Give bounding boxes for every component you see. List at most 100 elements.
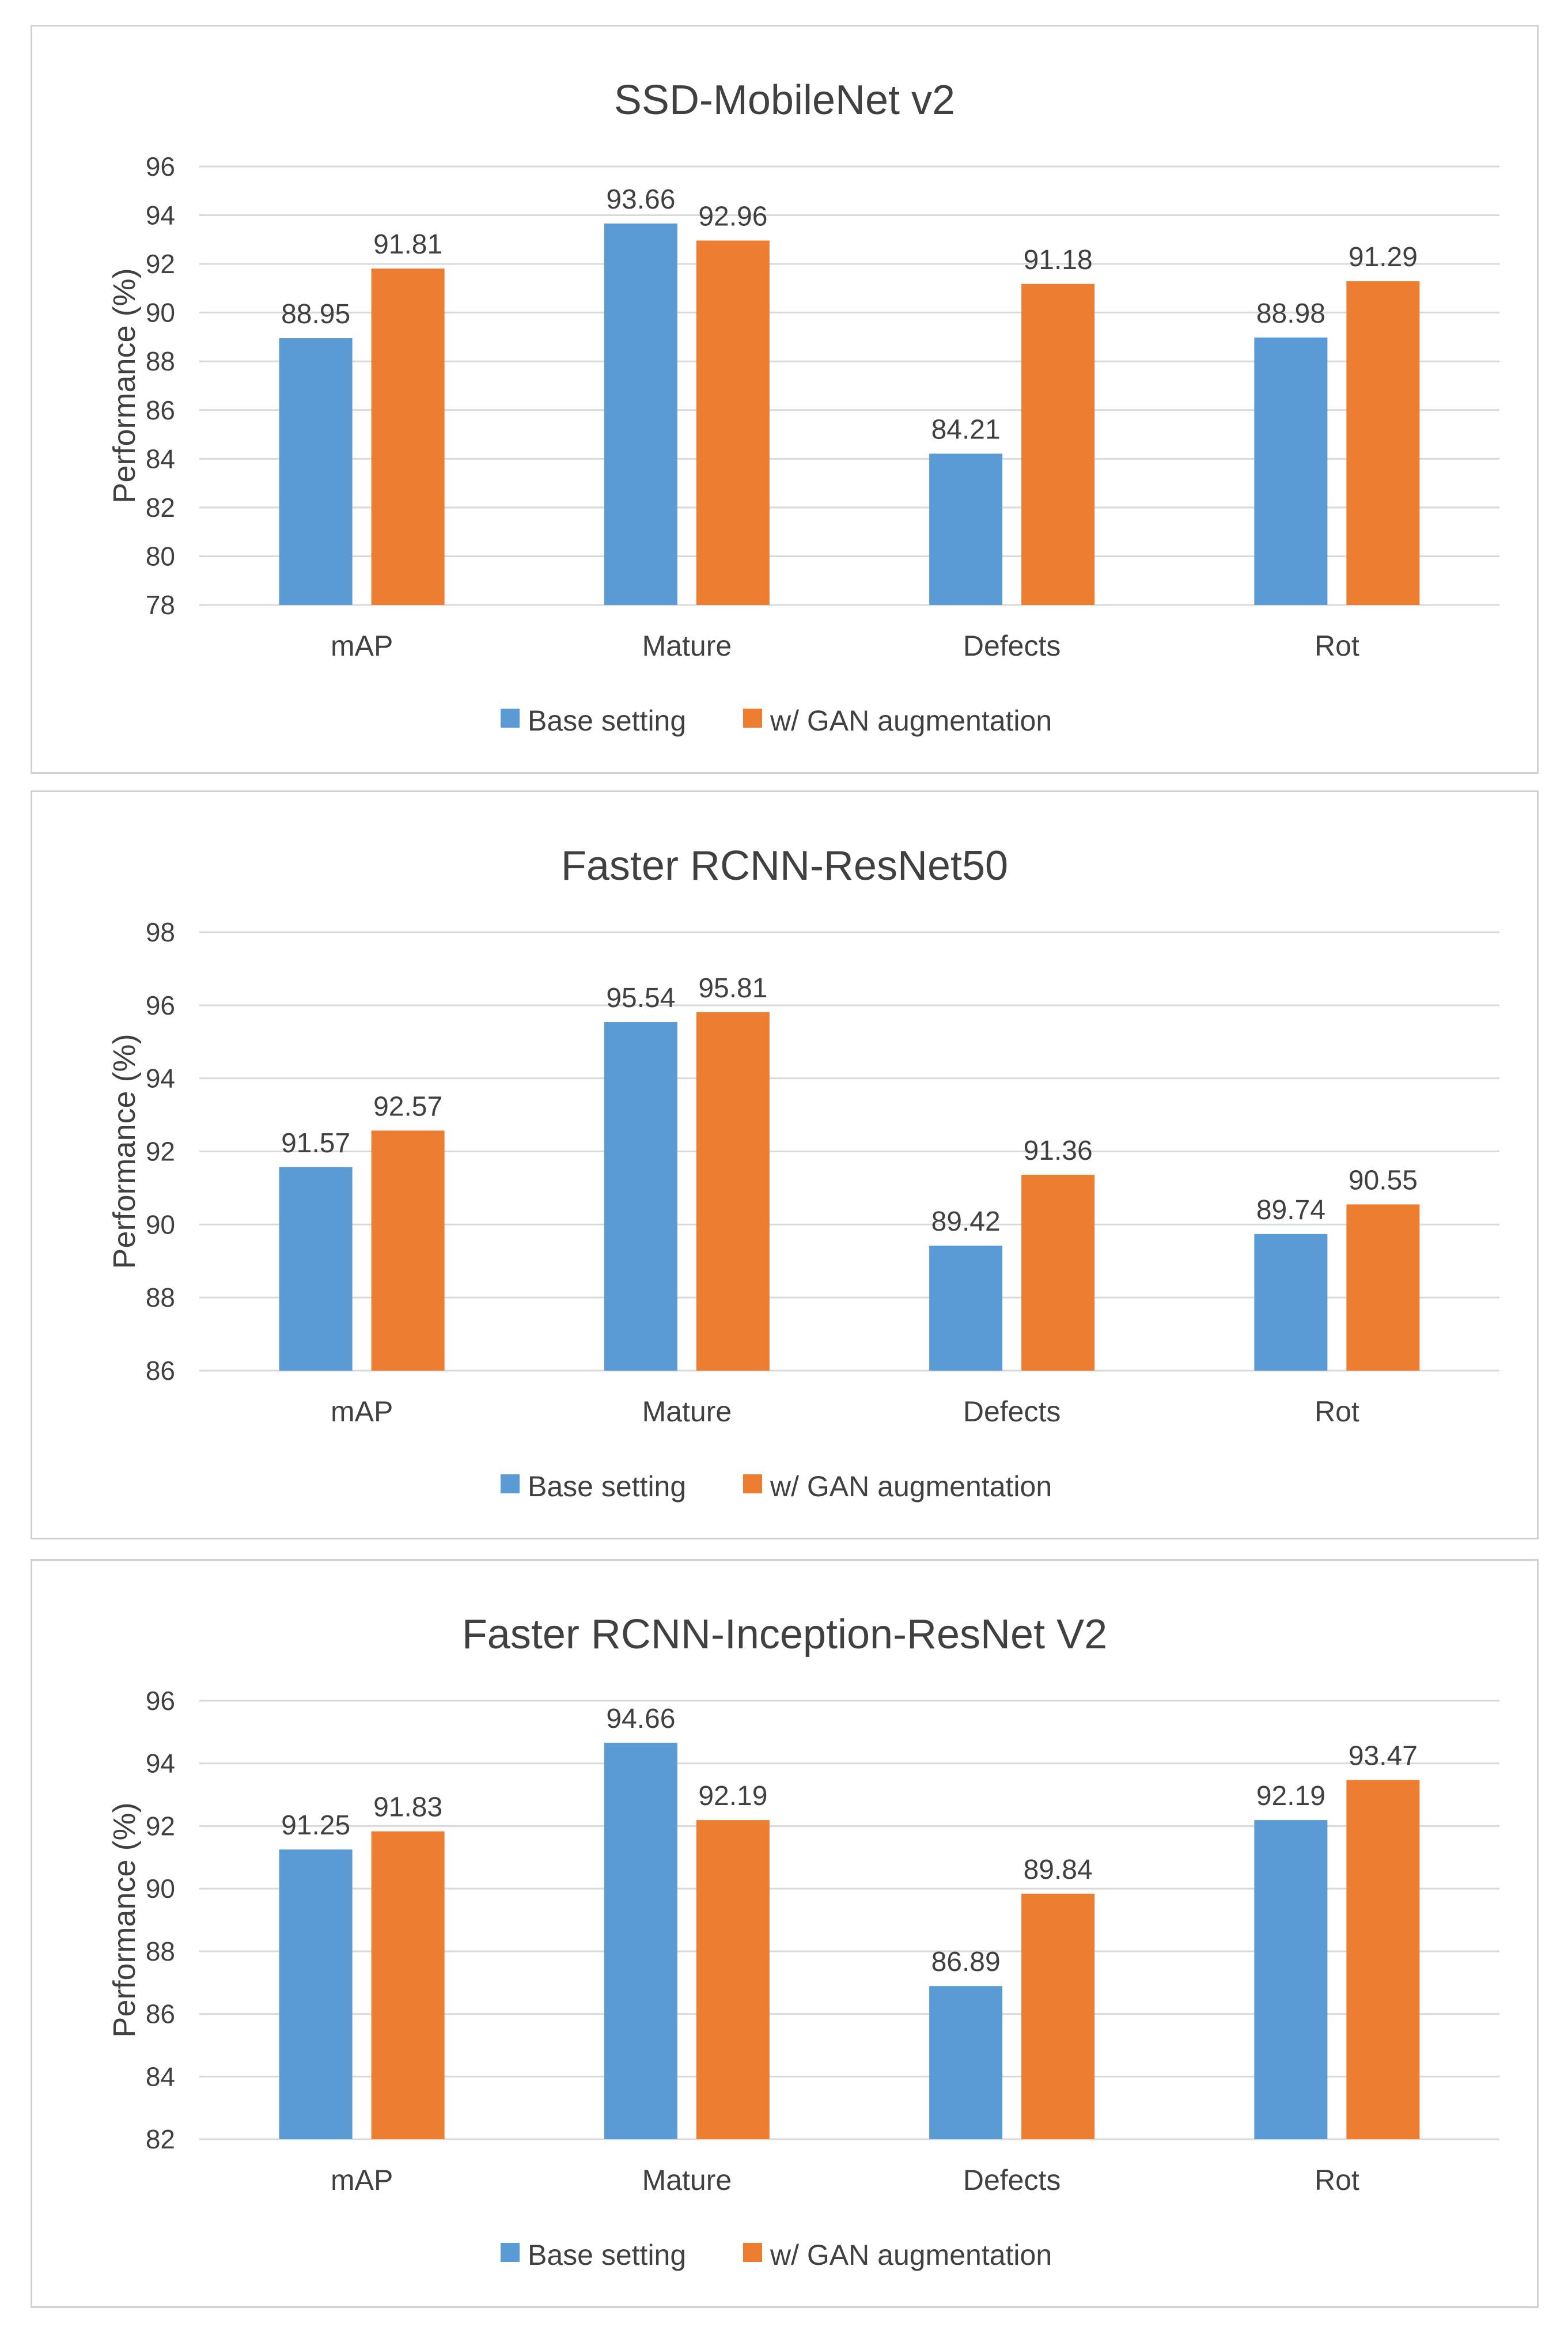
y-tick-label: 98 <box>146 917 175 947</box>
data-label: 86.89 <box>931 1947 1001 1977</box>
y-tick-label: 96 <box>146 152 175 181</box>
x-category-label: Rot <box>1315 630 1359 662</box>
bar-gan-augmentation <box>1021 1893 1095 2139</box>
data-label: 91.36 <box>1024 1136 1093 1166</box>
y-axis-label: Performance (%) <box>107 1034 142 1269</box>
bar-gan-augmentation <box>696 240 770 606</box>
legend-swatch-gan-augmentation <box>743 1474 762 1493</box>
data-label: 95.54 <box>606 983 675 1013</box>
data-label: 93.47 <box>1349 1741 1418 1772</box>
legend-label: Base setting <box>528 1470 686 1503</box>
x-category-label: mAP <box>331 630 393 662</box>
y-tick-label: 94 <box>146 1749 175 1779</box>
y-tick-label: 96 <box>146 990 175 1020</box>
y-tick-label: 90 <box>146 1874 175 1904</box>
legend-swatch-base-setting <box>501 709 520 728</box>
bar-base-setting <box>929 453 1003 605</box>
data-label: 92.19 <box>698 1781 767 1811</box>
x-category-label: Defects <box>963 2164 1061 2196</box>
bar-base-setting <box>604 1742 677 2139</box>
bar-gan-augmentation <box>696 1012 770 1371</box>
chart-panel: Faster RCNN-Inception-ResNet V2 82 84 86 88 9… <box>31 1559 1539 2308</box>
y-tick-label: 90 <box>146 298 175 328</box>
bar-base-setting <box>279 1167 353 1371</box>
y-axis-label: Performance (%) <box>107 268 142 503</box>
data-label: 91.29 <box>1349 242 1418 273</box>
bar-gan-augmentation <box>1021 1175 1095 1371</box>
data-label: 92.19 <box>1256 1781 1325 1811</box>
x-category-label: Defects <box>963 630 1061 662</box>
x-category-label: Rot <box>1315 2164 1359 2196</box>
legend-swatch-gan-augmentation <box>743 709 762 728</box>
y-tick-label: 94 <box>146 200 175 230</box>
legend-swatch-base-setting <box>501 2243 520 2262</box>
bar-base-setting <box>929 1246 1003 1371</box>
chart-panel: SSD-MobileNet v2 78 80 82 84 86 88 90 92 94 96 Perf… <box>31 25 1539 774</box>
chart-svg: Faster RCNN-Inception-ResNet V2 82 84 86 88 9… <box>107 1611 1499 2271</box>
data-label: 94.66 <box>606 1704 675 1734</box>
x-category-label: Rot <box>1315 1395 1359 1428</box>
x-category-label: mAP <box>331 1395 393 1428</box>
bar-gan-augmentation <box>371 268 445 605</box>
legend-swatch-base-setting <box>501 1474 520 1493</box>
y-tick-label: 82 <box>146 2124 175 2154</box>
chart-title: Faster RCNN-ResNet50 <box>561 843 1008 889</box>
bar-base-setting <box>1254 1820 1328 2139</box>
legend-label: w/ GAN augmentation <box>770 1470 1052 1503</box>
y-tick-label: 84 <box>146 2061 175 2091</box>
bar-base-setting <box>1254 1234 1328 1371</box>
bar-base-setting <box>604 223 677 605</box>
bar-base-setting <box>279 1849 353 2139</box>
data-label: 92.96 <box>698 202 767 232</box>
legend-label: Base setting <box>528 705 686 737</box>
data-label: 89.84 <box>1024 1855 1093 1885</box>
data-label: 95.81 <box>698 973 767 1004</box>
bar-gan-augmentation <box>1346 1204 1420 1371</box>
data-label: 93.66 <box>606 184 675 215</box>
y-tick-label: 88 <box>146 1936 175 1966</box>
legend-label: w/ GAN augmentation <box>770 2239 1052 2271</box>
x-category-label: mAP <box>331 2164 393 2196</box>
bar-gan-augmentation <box>696 1820 770 2139</box>
data-label: 89.42 <box>931 1206 1001 1237</box>
y-tick-label: 78 <box>146 590 175 620</box>
bar-gan-augmentation <box>1346 281 1420 606</box>
data-label: 88.98 <box>1256 298 1325 329</box>
y-tick-label: 86 <box>146 1999 175 2029</box>
bar-gan-augmentation <box>371 1831 445 2139</box>
legend-label: Base setting <box>528 2239 686 2271</box>
legend-label: w/ GAN augmentation <box>770 705 1052 737</box>
chart-svg: SSD-MobileNet v2 78 80 82 84 86 88 90 92 94 96 Perf… <box>107 77 1499 737</box>
y-tick-label: 88 <box>146 346 175 376</box>
data-label: 91.57 <box>281 1128 350 1159</box>
y-tick-label: 92 <box>146 1811 175 1841</box>
legend-swatch-gan-augmentation <box>743 2243 762 2262</box>
bar-base-setting <box>604 1022 677 1371</box>
y-axis-label: Performance (%) <box>107 1802 142 2037</box>
y-tick-label: 82 <box>146 493 175 523</box>
chart-title: Faster RCNN-Inception-ResNet V2 <box>462 1611 1107 1658</box>
y-tick-label: 88 <box>146 1282 175 1312</box>
data-label: 91.18 <box>1024 245 1093 275</box>
data-label: 89.74 <box>1256 1195 1325 1225</box>
x-category-label: Defects <box>963 1395 1061 1428</box>
bar-gan-augmentation <box>1021 283 1095 605</box>
y-tick-label: 80 <box>146 541 175 571</box>
chart-panel: Faster RCNN-ResNet50 86 88 90 92 94 96 98 Perfor… <box>31 790 1539 1539</box>
y-tick-label: 92 <box>146 249 175 279</box>
y-tick-label: 86 <box>146 1356 175 1386</box>
data-label: 91.83 <box>373 1792 442 1823</box>
x-category-label: Mature <box>642 630 732 662</box>
y-tick-label: 92 <box>146 1137 175 1167</box>
data-label: 92.57 <box>373 1091 442 1122</box>
bar-gan-augmentation <box>1346 1780 1420 2139</box>
bar-base-setting <box>929 1986 1003 2139</box>
y-tick-label: 96 <box>146 1686 175 1716</box>
data-label: 88.95 <box>281 299 350 330</box>
chart-svg: Faster RCNN-ResNet50 86 88 90 92 94 96 98 Perfor… <box>107 843 1499 1503</box>
y-tick-label: 90 <box>146 1209 175 1239</box>
bar-base-setting <box>279 338 353 605</box>
y-tick-label: 94 <box>146 1064 175 1094</box>
bar-base-setting <box>1254 337 1328 605</box>
